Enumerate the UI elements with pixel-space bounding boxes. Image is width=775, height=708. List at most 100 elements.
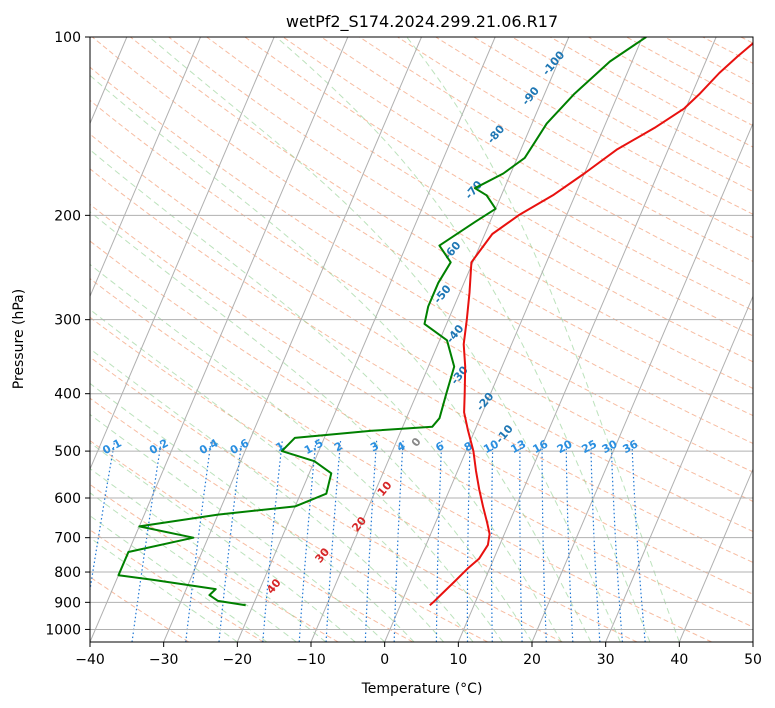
mixing-ratio-line (466, 440, 471, 642)
mixing-ratio-line (490, 440, 494, 642)
y-axis: 100 200 300 400 500 600 700 800 900 1000 (45, 30, 90, 638)
dry-adiabat-line (282, 37, 753, 312)
x-tick-label: 0 (380, 652, 389, 668)
mixing-ratio-label: 0.6 (228, 436, 252, 457)
mixing-ratio-line (218, 440, 243, 642)
x-tick-label: 10 (449, 652, 467, 668)
y-tick-label: 500 (54, 444, 81, 460)
y-tick-label: 200 (54, 208, 81, 224)
x-tick-label: −40 (75, 652, 105, 668)
moist-adiabat-label: -50 (431, 282, 454, 306)
x-tick-label: 50 (744, 652, 762, 668)
mixing-ratio-label: 25 (579, 437, 599, 456)
isotherm-line (90, 37, 201, 298)
mixing-ratio-line (631, 440, 646, 642)
mixing-ratio-line (364, 440, 378, 642)
mixing-ratio-line (519, 440, 523, 642)
isotherm-line (90, 37, 275, 471)
moist-adiabat-line (275, 37, 651, 642)
y-tick-label: 700 (54, 531, 81, 547)
isotherm-line (310, 37, 570, 642)
dry-adiabat-line (588, 37, 753, 127)
y-tick-label: 300 (54, 313, 81, 329)
dry-adiabat-line (90, 278, 712, 642)
mixing-ratio-line (90, 440, 116, 594)
x-tick-label: −10 (296, 652, 326, 668)
dry-adiabat-line (90, 483, 339, 642)
mixing-ratio-line (185, 440, 212, 642)
dry-adiabat-line (90, 99, 753, 502)
moist-adiabat-line (90, 467, 327, 642)
dry-adiabat-line (435, 37, 753, 215)
isotherm-line (752, 640, 753, 642)
mixing-ratio-line (590, 440, 601, 642)
isopleth-labels: 0.1 0.2 0.4 0.6 1 1.5 2 3 4 6 8 10 13 16 20 25 30 36-100-… (100, 48, 640, 596)
mixing-ratio-line (541, 440, 547, 642)
dry-adiabat-line (90, 576, 190, 642)
mixing-ratio-line (131, 440, 162, 642)
mixing-ratio-label: 0.1 (100, 436, 123, 457)
moist-adiabat-line (90, 263, 503, 642)
mixing-ratio-label: 1.5 (302, 436, 325, 457)
y-axis-title: Pressure (hPa) (11, 289, 27, 389)
isotherm-line (678, 467, 753, 642)
moist-adiabat-line (90, 515, 268, 642)
mixing-ratio-label: 36 (621, 437, 641, 456)
mixing-ratio-line (298, 440, 317, 642)
moist-adiabat-line (90, 211, 533, 642)
x-tick-label: 20 (523, 652, 541, 668)
plot-frame (89, 36, 754, 643)
dry-adiabat-line (702, 37, 753, 64)
chart-title: wetPf2_S174.2024.299.21.06.R17 (286, 12, 558, 32)
moist-adiabat-line (90, 149, 562, 642)
moist-adiabat-label: 10 (375, 479, 395, 499)
x-axis-title: Temperature (°C) (361, 681, 483, 697)
mixing-ratio-label: 4 (395, 439, 408, 454)
mixing-ratio-line (610, 440, 623, 642)
y-tick-label: 1000 (45, 622, 81, 638)
pressure-gridlines (90, 37, 753, 630)
dry-adiabat-line (244, 37, 753, 337)
mixing-ratio-line (262, 440, 283, 642)
dry-adiabat-line (90, 397, 488, 642)
mixing-ratio-label: 10 (481, 437, 501, 456)
dry-adiabat-line (90, 203, 753, 595)
dry-adiabat-line (90, 440, 414, 642)
mixing-ratio-label: 20 (555, 437, 575, 456)
isotherm-line (163, 37, 422, 642)
y-tick-label: 900 (54, 595, 81, 611)
moist-adiabat-line (90, 308, 474, 642)
x-tick-label: −30 (149, 652, 179, 668)
dry-adiabat-line (90, 133, 753, 533)
profile-line (117, 37, 647, 607)
moist-adiabat-label: 20 (349, 514, 369, 534)
moist-adiabat-line (90, 74, 592, 642)
isotherm-line (90, 37, 349, 642)
y-tick-label: 800 (54, 565, 81, 581)
dry-adiabat-line (549, 37, 753, 148)
dry-adiabat-line (168, 37, 753, 389)
isotherm-line (531, 122, 753, 642)
profile-lines (117, 37, 753, 607)
moist-adiabat-line (90, 382, 415, 642)
dry-adiabat-line (90, 240, 753, 628)
dry-adiabat-line (359, 37, 753, 263)
moist-adiabat-label: 30 (312, 545, 332, 565)
mixing-ratio-label: 6 (433, 439, 446, 454)
moist-adiabat-line (90, 492, 297, 642)
dry-adiabat-line (511, 37, 753, 170)
moist-adiabat-line (90, 413, 386, 642)
background-lines (90, 37, 753, 642)
mixing-ratio-label: 0.4 (197, 436, 221, 457)
moist-adiabat-line (90, 537, 238, 642)
mixing-ratio-label: 0.2 (147, 436, 170, 457)
mixing-ratio-line (393, 440, 404, 642)
moist-adiabat-line (90, 442, 356, 642)
dry-adiabat-line (90, 356, 563, 642)
isotherm-line (605, 295, 753, 642)
x-axis: −40 −30 −20 −10 0 10 20 30 40 50 (75, 642, 762, 668)
y-tick-label: 600 (54, 491, 81, 507)
mixing-ratio-line (565, 440, 574, 642)
y-tick-label: 400 (54, 387, 81, 403)
mixing-ratio-line (325, 440, 342, 642)
